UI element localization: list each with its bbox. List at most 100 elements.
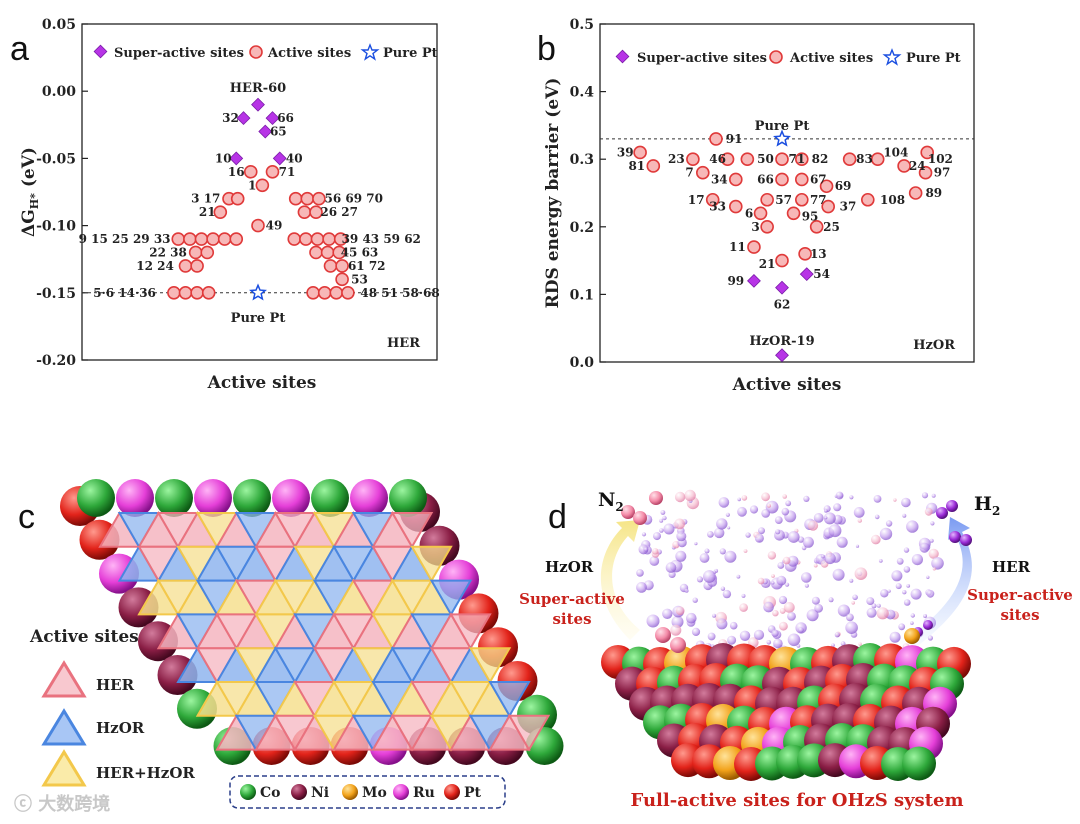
chart-b-legend: Super-active sites Active sites Pure Pt xyxy=(615,48,961,66)
b-ytick-label: 0.4 xyxy=(570,85,595,101)
bubble xyxy=(777,562,785,569)
b-point-label: 62 xyxy=(774,298,791,312)
b-active-point xyxy=(720,152,735,166)
b-point-label: 3 xyxy=(751,220,759,234)
b-active-point xyxy=(842,152,857,166)
bubble xyxy=(926,575,930,579)
bubble xyxy=(910,613,915,618)
a-super-active-point xyxy=(236,111,251,126)
a-active-point xyxy=(200,245,215,260)
bubble xyxy=(714,527,725,539)
her-label: HER xyxy=(992,558,1031,576)
a-point-label: 16 xyxy=(228,165,245,179)
bubble xyxy=(776,575,787,586)
bubble xyxy=(692,597,698,603)
b-active-point xyxy=(646,159,661,173)
chart-b-legend-super: Super-active sites xyxy=(637,51,767,66)
bubble xyxy=(895,583,902,590)
bubble xyxy=(824,516,828,520)
a-active-point xyxy=(243,165,258,179)
bubble xyxy=(787,633,801,647)
bubble xyxy=(828,524,842,538)
b-point-label: 39 xyxy=(617,145,634,159)
b-active-point xyxy=(819,179,834,194)
b-point-label: 99 xyxy=(727,274,744,288)
bubble xyxy=(707,632,716,641)
bubble xyxy=(749,505,759,514)
a-active-point xyxy=(213,205,228,219)
bubble xyxy=(932,567,936,571)
b-active-point xyxy=(728,199,743,214)
bubble xyxy=(684,489,696,502)
a-point-label: 53 xyxy=(351,272,368,286)
bubble xyxy=(902,590,907,595)
a-point-label: 45 63 xyxy=(341,245,379,259)
legend-her-hzor-label: HER+HzOR xyxy=(96,764,195,782)
chart-b-corner-label: HzOR xyxy=(913,338,955,353)
b-active-point xyxy=(775,172,789,187)
chart-b-bottom-label: HzOR-19 xyxy=(749,334,814,349)
b-point-label: 6 xyxy=(745,206,753,220)
a-active-point xyxy=(323,259,338,273)
bubble xyxy=(871,534,881,545)
bubble xyxy=(853,507,865,518)
a-active-point xyxy=(335,259,349,273)
bubble xyxy=(834,632,840,638)
panel-a-letter: a xyxy=(10,30,29,68)
b-active-point xyxy=(794,152,809,166)
b-super-active-point xyxy=(775,280,789,295)
a-active-point xyxy=(194,232,209,246)
her-arrow xyxy=(905,517,972,648)
bubble xyxy=(824,509,828,513)
panel-d-caption: Full-active sites for OHzS system xyxy=(631,790,964,811)
bubble xyxy=(766,640,772,645)
element-key-label: Pt xyxy=(464,785,482,801)
bubble xyxy=(771,581,775,585)
b-active-point xyxy=(633,145,647,160)
n2-molecule xyxy=(621,491,686,653)
lattice-atom xyxy=(272,479,310,517)
bubble xyxy=(771,574,775,578)
a-active-point xyxy=(312,191,326,206)
b-point-label: 104 xyxy=(883,145,908,159)
b-ytick-label: 0.2 xyxy=(570,220,594,236)
a-active-point xyxy=(229,232,244,246)
bubble xyxy=(910,588,922,600)
lattice-atom xyxy=(233,479,271,517)
a-point-label: 66 xyxy=(277,111,294,125)
site-triangle-down xyxy=(449,613,492,651)
bubble xyxy=(782,556,791,565)
chart-b-legend-pt: Pure Pt xyxy=(906,51,961,66)
bubble xyxy=(675,606,685,616)
chart-a-legend-pt: Pure Pt xyxy=(383,46,438,61)
bubble xyxy=(906,520,919,533)
bubble xyxy=(643,547,649,552)
bubble xyxy=(887,589,891,593)
bubble xyxy=(921,492,929,499)
bubble xyxy=(727,635,737,645)
a-active-point xyxy=(190,259,204,273)
bubble xyxy=(911,554,924,566)
b-point-label: 95 xyxy=(802,210,819,224)
bubble xyxy=(761,509,771,518)
bubble xyxy=(874,514,880,520)
b-point-label: 77 xyxy=(810,193,827,207)
bubble xyxy=(663,523,675,535)
bubble xyxy=(878,559,883,563)
b-point-label: 57 xyxy=(775,193,792,207)
bubble xyxy=(719,548,726,555)
bubble xyxy=(754,533,764,543)
a-point-label: 39 43 59 62 xyxy=(342,232,421,246)
a-active-point xyxy=(317,285,332,300)
a-ytick-label: -0.10 xyxy=(36,219,76,235)
a-active-point xyxy=(341,285,355,300)
a-point-label: 9 15 25 29 33 xyxy=(79,232,171,246)
bubble xyxy=(699,553,710,563)
a-ytick-label: -0.15 xyxy=(36,286,76,302)
site-triangle-down xyxy=(507,714,551,752)
chart-a-legend: Super-active sites Active sites Pure Pt xyxy=(93,43,438,61)
bubble xyxy=(832,568,845,581)
bubble xyxy=(674,491,686,503)
b-point-label: 17 xyxy=(688,193,705,207)
bubble xyxy=(718,497,730,508)
